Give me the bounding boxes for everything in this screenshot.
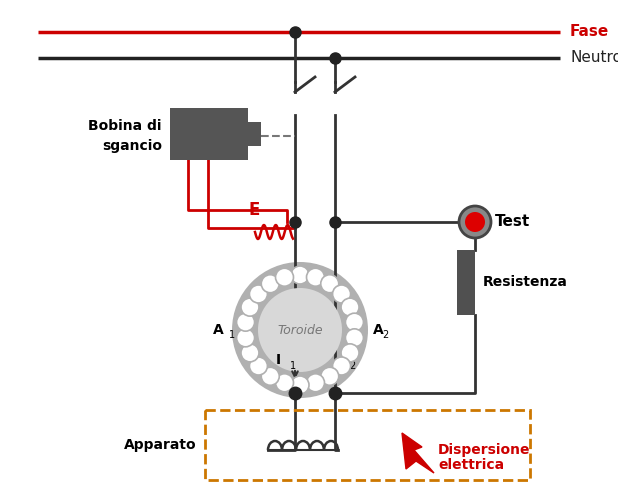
Circle shape: [261, 367, 279, 385]
Text: I: I: [340, 353, 345, 367]
Circle shape: [341, 344, 359, 362]
Circle shape: [465, 212, 485, 232]
Bar: [457, 250, 475, 315]
Text: I: I: [276, 353, 281, 367]
Circle shape: [250, 285, 268, 303]
Text: elettrica: elettrica: [438, 458, 504, 472]
Circle shape: [241, 344, 259, 362]
Circle shape: [321, 367, 339, 385]
Circle shape: [307, 374, 324, 392]
Text: 1: 1: [290, 361, 296, 371]
Circle shape: [459, 206, 491, 238]
Circle shape: [237, 313, 255, 331]
Circle shape: [307, 268, 324, 286]
Text: 2: 2: [382, 330, 388, 340]
Text: Bobina di: Bobina di: [88, 119, 162, 133]
Text: Dispersione: Dispersione: [438, 443, 530, 457]
Circle shape: [345, 329, 363, 347]
Text: 1: 1: [229, 330, 235, 340]
Text: sgancio: sgancio: [102, 139, 162, 153]
Text: Apparato: Apparato: [124, 438, 197, 452]
Circle shape: [241, 298, 259, 316]
Bar: [170, 108, 248, 160]
Circle shape: [258, 288, 342, 372]
Circle shape: [332, 285, 350, 303]
Text: Resistenza: Resistenza: [483, 276, 568, 289]
Text: A: A: [213, 323, 224, 337]
Text: 2: 2: [349, 361, 355, 371]
Circle shape: [276, 268, 294, 286]
Circle shape: [250, 357, 268, 375]
Text: A: A: [373, 323, 384, 337]
Text: E: E: [248, 201, 260, 219]
Bar: [248, 122, 261, 146]
Circle shape: [276, 374, 294, 392]
Circle shape: [291, 376, 309, 394]
Text: Test: Test: [495, 215, 530, 229]
Text: Fase: Fase: [570, 24, 609, 40]
Bar: [205, 410, 530, 480]
Circle shape: [332, 357, 350, 375]
Circle shape: [291, 266, 309, 284]
Polygon shape: [402, 433, 434, 473]
Text: Neutro: Neutro: [570, 50, 618, 65]
Circle shape: [341, 298, 359, 316]
Text: Toroide: Toroide: [277, 324, 323, 337]
Circle shape: [321, 275, 339, 293]
Circle shape: [261, 275, 279, 293]
Circle shape: [345, 313, 363, 331]
Circle shape: [232, 262, 368, 398]
Circle shape: [237, 329, 255, 347]
